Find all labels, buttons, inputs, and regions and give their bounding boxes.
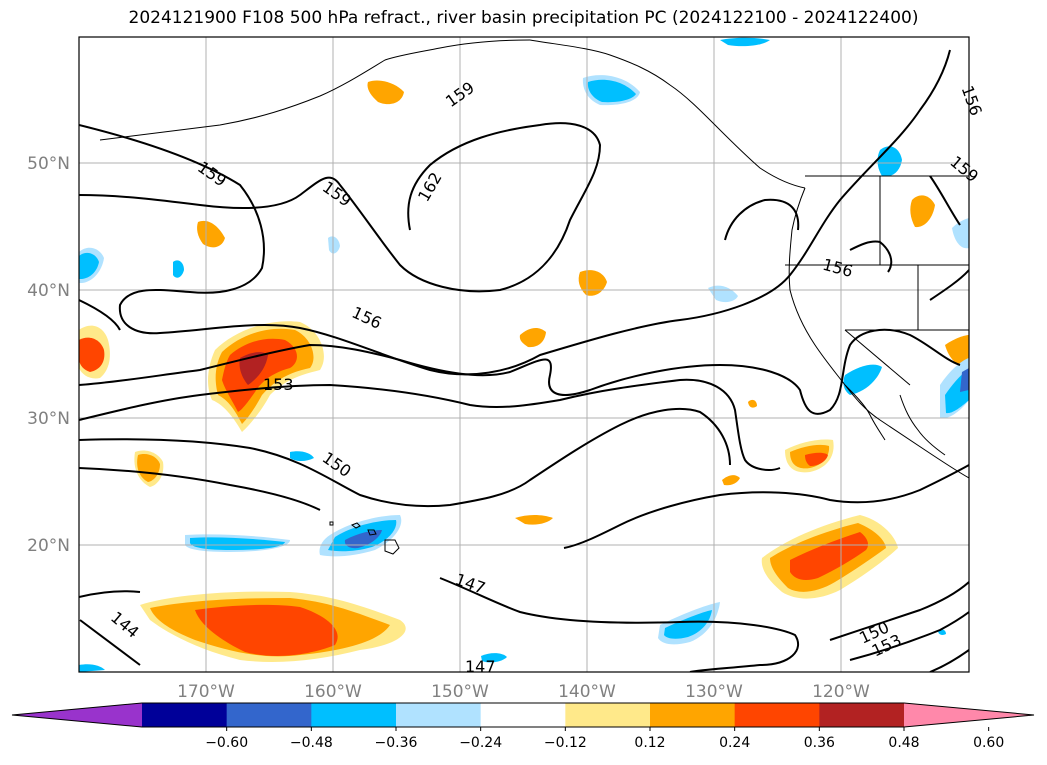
lat-label-30n: 30°N — [27, 409, 70, 429]
lat-label-40n: 40°N — [27, 281, 70, 301]
coastlines — [99, 39, 969, 555]
lat-label-50n: 50°N — [27, 154, 70, 174]
lon-label-140w: 140°W — [558, 682, 616, 702]
lon-label-160w: 160°W — [304, 682, 362, 702]
lon-label-170w: 170°W — [177, 682, 235, 702]
colorbar-extend-min — [12, 703, 142, 727]
lon-label-120w: 120°W — [812, 682, 870, 702]
colorbar-bin — [480, 703, 566, 727]
colorbar-bin — [819, 703, 905, 727]
colorbar-tick-label: 0.60 — [973, 735, 1004, 751]
latitude-labels: 50°N 40°N 30°N 20°N — [27, 154, 70, 556]
colorbar-tick-label: 0.48 — [888, 735, 919, 751]
colorbar: −0.60 −0.48 −0.36 −0.24 −0.12 0.12 0.24 0.36 0.4… — [11, 702, 1035, 751]
colorbar-bin — [565, 703, 651, 727]
map-title: 2024121900 F108 500 hPa refract., river … — [128, 8, 919, 28]
colorbar-outline — [11, 702, 1035, 728]
lon-label-130w: 130°W — [685, 682, 743, 702]
graticule — [79, 37, 969, 672]
colorbar-bin — [396, 703, 482, 727]
lon-label-150w: 150°W — [431, 682, 489, 702]
colorbar-extend-max — [904, 703, 1034, 727]
refractivity-contours — [79, 49, 969, 672]
lat-label-20n: 20°N — [27, 536, 70, 556]
contour-label: 153 — [263, 375, 294, 394]
colorbar-tick-label: −0.60 — [205, 735, 248, 751]
colorbar-tick-label: −0.12 — [544, 735, 587, 751]
colorbar-bin — [142, 703, 228, 727]
longitude-labels: 170°W 160°W 150°W 140°W 130°W 120°W — [177, 682, 870, 702]
colorbar-tick-label: 0.12 — [634, 735, 665, 751]
colorbar-tick-label: −0.48 — [290, 735, 333, 751]
colorbar-bin — [734, 703, 820, 727]
colorbar-tick-label: −0.24 — [459, 735, 502, 751]
colorbar-bin — [650, 703, 736, 727]
colorbar-bin — [226, 703, 312, 727]
colorbar-tick-label: −0.36 — [375, 735, 418, 751]
map-frame — [78, 36, 970, 673]
colorbar-tick-label: 0.24 — [719, 735, 750, 751]
contour-label: 147 — [465, 657, 496, 676]
colorbar-bin — [311, 703, 397, 727]
colorbar-tick-label: 0.36 — [804, 735, 835, 751]
